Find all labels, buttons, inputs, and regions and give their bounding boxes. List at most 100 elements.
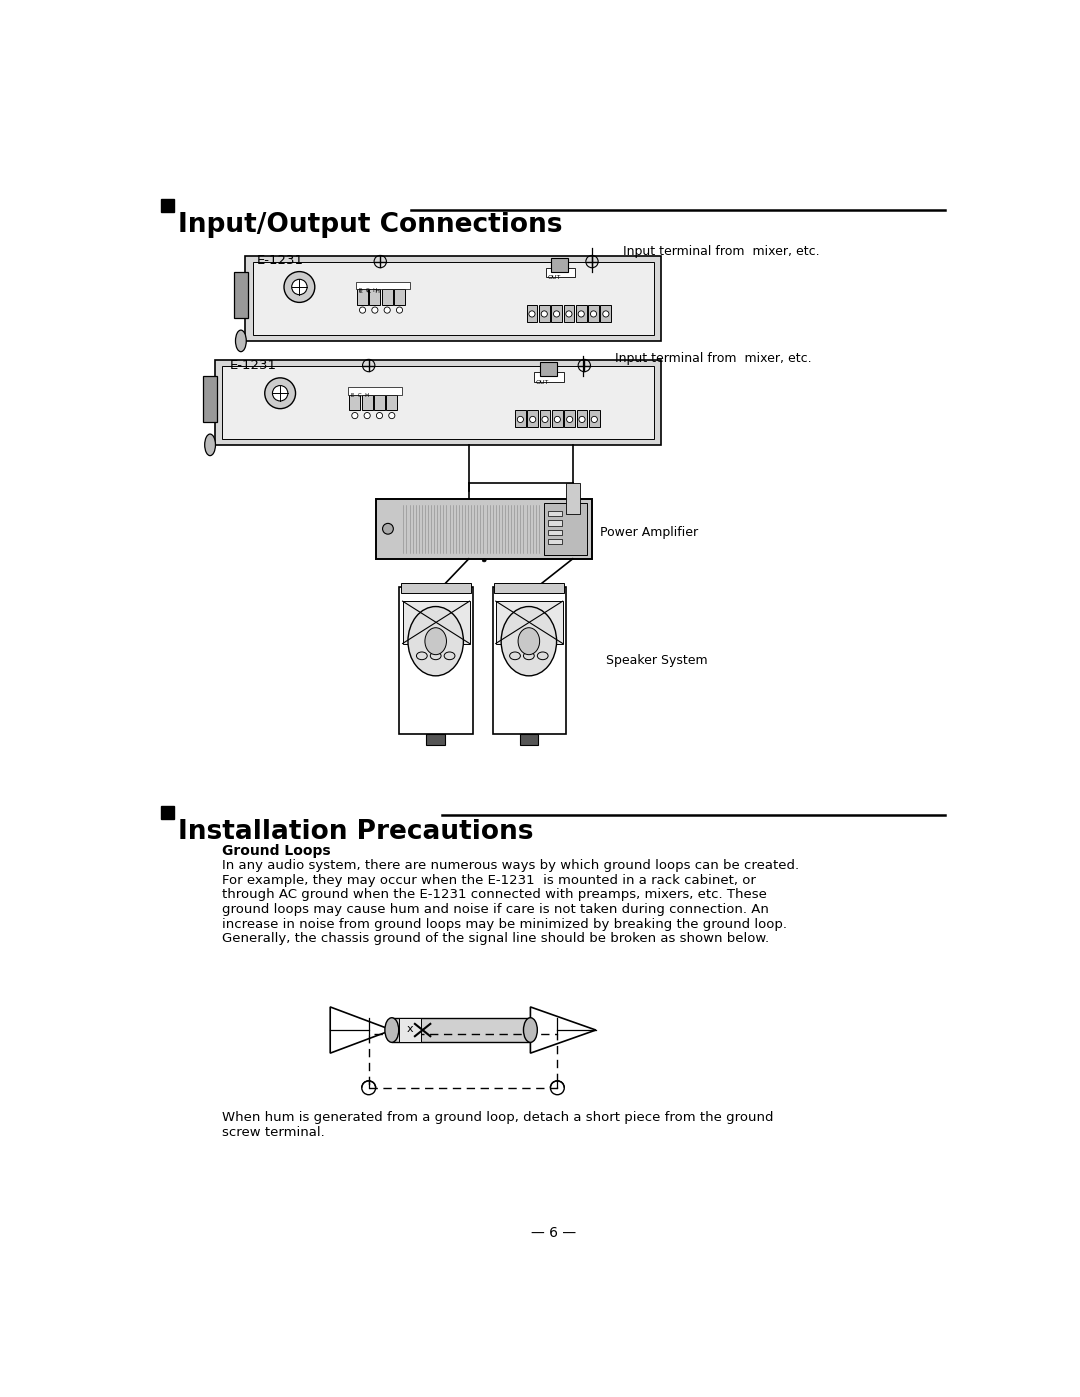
- Text: Speaker System: Speaker System: [606, 654, 707, 666]
- Bar: [401, 584, 471, 592]
- Ellipse shape: [444, 652, 455, 659]
- Ellipse shape: [396, 307, 403, 313]
- Ellipse shape: [360, 307, 366, 313]
- Ellipse shape: [542, 416, 549, 422]
- Bar: [348, 387, 402, 395]
- Ellipse shape: [430, 652, 441, 659]
- Text: Installation Precautions: Installation Precautions: [178, 819, 534, 845]
- Ellipse shape: [524, 1018, 538, 1042]
- Bar: [600, 305, 611, 321]
- Text: E-1231: E-1231: [257, 254, 305, 267]
- Ellipse shape: [517, 416, 524, 422]
- Bar: [368, 1034, 557, 1088]
- Ellipse shape: [372, 307, 378, 313]
- Bar: [392, 1018, 530, 1042]
- Bar: [245, 256, 661, 341]
- Text: For example, they may occur when the E-1231  is mounted in a rack cabinet, or: For example, they may occur when the E-1…: [222, 873, 756, 887]
- Ellipse shape: [603, 312, 609, 317]
- Bar: [564, 305, 575, 321]
- Ellipse shape: [510, 652, 521, 659]
- Ellipse shape: [578, 312, 584, 317]
- Bar: [519, 733, 538, 745]
- Ellipse shape: [575, 524, 585, 534]
- Bar: [161, 200, 174, 212]
- Bar: [544, 503, 586, 555]
- Bar: [403, 601, 470, 644]
- Ellipse shape: [384, 307, 390, 313]
- Bar: [549, 520, 562, 525]
- Bar: [566, 483, 580, 514]
- Bar: [496, 601, 563, 644]
- Bar: [355, 282, 409, 289]
- Bar: [253, 263, 653, 335]
- Text: Ground Loops: Ground Loops: [222, 844, 332, 858]
- Ellipse shape: [579, 416, 585, 422]
- Text: Input terminal from  mixer, etc.: Input terminal from mixer, etc.: [616, 352, 812, 366]
- Text: ground loops may cause hum and noise if care is not taken during connection. An: ground loops may cause hum and noise if …: [222, 902, 769, 916]
- Text: Power Amplifier: Power Amplifier: [599, 527, 698, 539]
- Bar: [540, 362, 556, 376]
- Bar: [362, 395, 373, 411]
- Bar: [577, 411, 588, 427]
- Bar: [576, 305, 586, 321]
- Ellipse shape: [554, 416, 561, 422]
- Bar: [222, 366, 653, 439]
- Ellipse shape: [352, 412, 357, 419]
- Text: In any audio system, there are numerous ways by which ground loops can be create: In any audio system, there are numerous …: [222, 859, 799, 872]
- Bar: [215, 360, 661, 444]
- Text: E  C  H: E C H: [351, 393, 369, 398]
- Ellipse shape: [591, 312, 596, 317]
- Bar: [382, 289, 392, 305]
- Bar: [357, 289, 368, 305]
- Bar: [492, 587, 566, 733]
- Ellipse shape: [567, 416, 572, 422]
- Text: E  C  H: E C H: [359, 289, 380, 293]
- Ellipse shape: [518, 627, 540, 655]
- Bar: [589, 305, 599, 321]
- Bar: [369, 289, 380, 305]
- Ellipse shape: [408, 606, 463, 676]
- Bar: [549, 539, 562, 545]
- Ellipse shape: [501, 606, 556, 676]
- Text: screw terminal.: screw terminal.: [222, 1126, 325, 1139]
- Ellipse shape: [272, 386, 288, 401]
- Ellipse shape: [591, 416, 597, 422]
- Ellipse shape: [384, 1018, 399, 1042]
- Text: increase in noise from ground loops may be minimized by breaking the ground loop: increase in noise from ground loops may …: [222, 918, 787, 930]
- Bar: [527, 305, 538, 321]
- Bar: [374, 395, 384, 411]
- Text: E  C  H: E C H: [359, 288, 377, 293]
- Bar: [377, 499, 592, 559]
- Text: x: x: [407, 1024, 414, 1034]
- Text: Generally, the chassis ground of the signal line should be broken as shown below: Generally, the chassis ground of the sig…: [222, 932, 770, 946]
- Text: OUT: OUT: [548, 275, 561, 281]
- Ellipse shape: [235, 330, 246, 352]
- Text: When hum is generated from a ground loop, detach a short piece from the ground: When hum is generated from a ground loop…: [222, 1111, 774, 1125]
- Text: through AC ground when the E-1231 connected with preamps, mixers, etc. These: through AC ground when the E-1231 connec…: [222, 888, 767, 901]
- Bar: [540, 411, 551, 427]
- Bar: [549, 529, 562, 535]
- Bar: [387, 395, 397, 411]
- Ellipse shape: [377, 412, 382, 419]
- Ellipse shape: [205, 434, 216, 455]
- Bar: [427, 733, 445, 745]
- Bar: [400, 1018, 421, 1042]
- Text: Input/Output Connections: Input/Output Connections: [178, 212, 563, 239]
- Ellipse shape: [417, 652, 428, 659]
- Ellipse shape: [292, 279, 307, 295]
- Bar: [161, 806, 174, 819]
- Bar: [527, 411, 538, 427]
- Ellipse shape: [566, 312, 572, 317]
- Bar: [545, 268, 575, 277]
- Ellipse shape: [529, 312, 535, 317]
- Bar: [350, 395, 361, 411]
- Bar: [551, 305, 562, 321]
- Bar: [551, 257, 568, 271]
- Ellipse shape: [424, 627, 446, 655]
- Ellipse shape: [364, 412, 370, 419]
- Bar: [400, 587, 473, 733]
- Bar: [203, 376, 217, 422]
- Ellipse shape: [389, 412, 395, 419]
- Ellipse shape: [524, 652, 535, 659]
- Ellipse shape: [553, 312, 559, 317]
